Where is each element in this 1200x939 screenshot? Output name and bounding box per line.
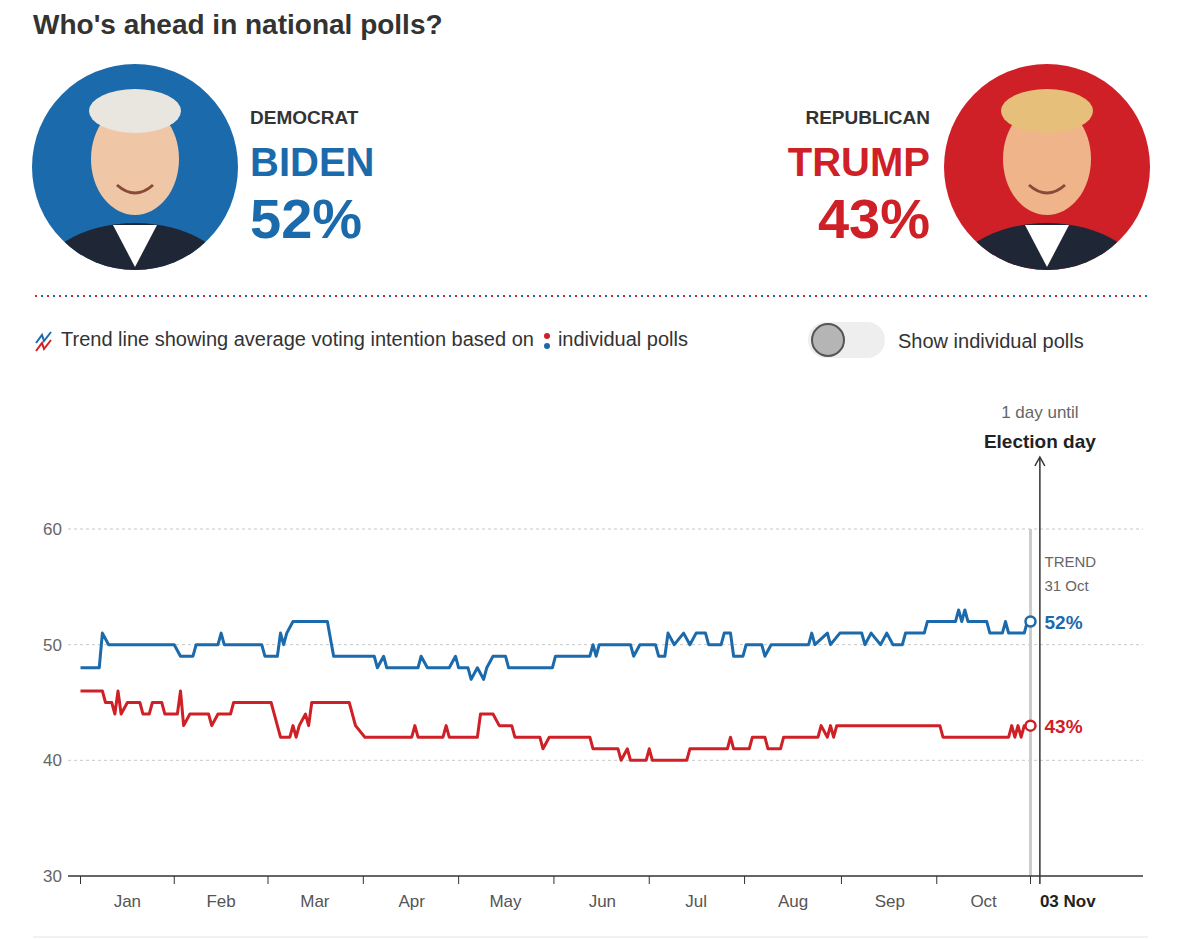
x-tick-divider [174,876,175,884]
y-tick-label: 40 [43,751,62,770]
x-tick-label: Sep [875,892,905,911]
event-countdown: 1 day until [1001,403,1079,422]
key-trend-icon [33,329,55,353]
toggle-knob [812,324,844,356]
portrait-ground [944,64,1150,270]
x-tick-divider [553,876,554,884]
trend-title: TREND [1045,553,1097,570]
party: REPUBLICAN [805,107,930,128]
trend-line [81,610,1031,679]
event-line [1039,458,1041,884]
toggle [808,322,885,358]
x-tick-divider [363,876,364,884]
portrait-smile [1029,185,1065,193]
x-tick-divider [936,876,937,884]
end-marker [1026,617,1036,627]
x-tick-label: Apr [399,892,426,911]
x-tick-divider [649,876,650,884]
portrait-figure [949,89,1145,347]
event-date: 03 Nov [1040,892,1096,911]
x-tick-label: May [489,892,522,911]
portrait-ground [32,64,238,270]
x-tick-label: Jun [589,892,616,911]
y-tick-label: 60 [43,520,62,539]
x-tick-label: Oct [970,892,997,911]
x-tick-label: Jan [114,892,141,911]
grid [68,529,1143,760]
key: Trend line showing average voting intent… [33,322,753,356]
candidate-share: 52% [250,187,362,250]
grid-line [68,529,1143,530]
portrait-shoulders [949,223,1145,347]
x-tick-label: Mar [300,892,330,911]
toggle-label: Show individual polls [898,330,1084,352]
end-marker [1026,721,1036,731]
key-text: individual polls [558,328,688,350]
x-tick-divider [841,876,842,884]
end-label: 43% [1045,716,1083,737]
portrait-hair [1001,89,1093,133]
x-axis [68,875,1143,877]
x-tick-divider [268,876,269,884]
portrait-hair [89,89,181,133]
key-dot [544,343,550,349]
x-tick-label: Feb [206,892,235,911]
grid-line [68,760,1143,761]
trend-date-line [1029,529,1032,876]
portrait-smile [117,185,153,193]
event-arrowhead [1035,457,1045,466]
plot-area [81,610,1036,760]
x-tick-divider [744,876,745,884]
chart: Who's ahead in national polls? DEMOCRAT BI… [0,0,1200,939]
separator [35,295,1148,297]
x-tick-label: Jul [685,892,707,911]
x-tick-label: Aug [778,892,808,911]
y-tick-label: 30 [43,867,62,886]
portrait-figure [37,89,233,347]
y-tick-label: 50 [43,636,62,655]
toggle-track [808,322,885,358]
key-text: Trend line showing average voting intent… [61,328,534,350]
trend-line [81,691,1031,760]
portrait-shirt [1025,225,1069,267]
candidate-name: BIDEN [250,140,374,184]
separator [35,295,1148,297]
candidate-share: 43% [818,187,930,250]
x-tick-divider [80,876,81,884]
trend-date: 31 Oct [1045,577,1090,594]
portrait-shirt [113,225,157,267]
key-dot [544,333,550,339]
title: Who's ahead in national polls? [33,9,443,40]
end-label: 52% [1045,612,1083,633]
event-title: Election day [984,431,1096,452]
portrait [32,64,238,347]
key-dots-icon [542,329,552,353]
bottom-rule [33,937,1148,938]
party: DEMOCRAT [250,107,359,128]
candidate-name: TRUMP [788,140,930,184]
x-tick-divider [458,876,459,884]
key-trend-line [36,340,51,351]
portrait [944,64,1150,347]
x-tick-divider [1030,876,1031,884]
